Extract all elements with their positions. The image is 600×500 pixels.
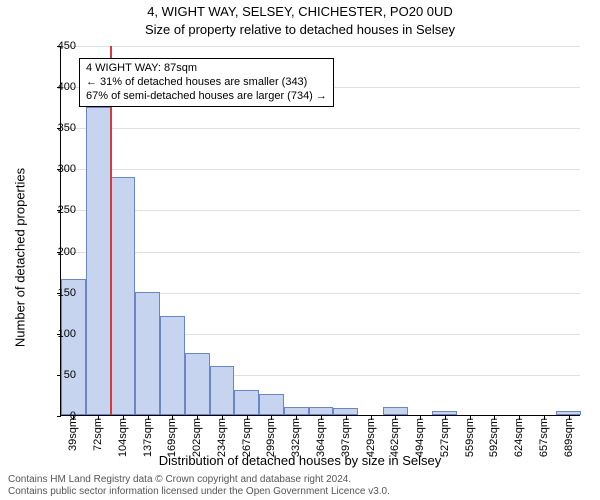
x-tick: 527sqm xyxy=(439,418,451,457)
x-tick: 624sqm xyxy=(513,418,525,457)
plot-area: 4 WIGHT WAY: 87sqm ← 31% of detached hou… xyxy=(60,46,580,416)
y-tick: 350 xyxy=(40,122,76,134)
x-tick: 364sqm xyxy=(315,418,327,457)
bar xyxy=(61,279,86,415)
x-tick: 299sqm xyxy=(265,418,277,457)
bar xyxy=(383,407,408,415)
y-tick: 300 xyxy=(40,163,76,175)
footer-line-2: Contains public sector information licen… xyxy=(8,486,592,498)
y-tick: 100 xyxy=(40,328,76,340)
y-tick: 450 xyxy=(40,40,76,52)
y-axis-label: Number of detached properties xyxy=(13,88,28,428)
bar xyxy=(259,394,284,415)
x-tick: 169sqm xyxy=(166,418,178,457)
annotation-box: 4 WIGHT WAY: 87sqm ← 31% of detached hou… xyxy=(79,58,334,107)
bar xyxy=(309,407,334,415)
bar xyxy=(135,292,160,415)
bar xyxy=(556,411,581,415)
x-tick: 689sqm xyxy=(563,418,575,457)
x-tick: 559sqm xyxy=(464,418,476,457)
footer-line-1: Contains HM Land Registry data © Crown c… xyxy=(8,474,592,486)
bar xyxy=(160,316,185,415)
y-tick: 250 xyxy=(40,204,76,216)
x-tick: 137sqm xyxy=(142,418,154,457)
y-tick: 200 xyxy=(40,246,76,258)
title-line-1: 4, WIGHT WAY, SELSEY, CHICHESTER, PO20 0… xyxy=(0,4,600,19)
bar xyxy=(86,107,111,415)
x-tick: 202sqm xyxy=(191,418,203,457)
x-tick: 462sqm xyxy=(389,418,401,457)
y-tick: 50 xyxy=(40,369,76,381)
x-tick: 72sqm xyxy=(92,418,104,451)
bar xyxy=(432,411,457,415)
annotation-line-2: ← 31% of detached houses are smaller (34… xyxy=(86,76,327,90)
bar xyxy=(185,353,210,415)
x-tick: 397sqm xyxy=(340,418,352,457)
x-tick: 234sqm xyxy=(216,418,228,457)
title-line-2: Size of property relative to detached ho… xyxy=(0,22,600,37)
bar xyxy=(234,390,259,415)
x-tick: 592sqm xyxy=(488,418,500,457)
x-tick: 494sqm xyxy=(414,418,426,457)
y-tick: 400 xyxy=(40,81,76,93)
footer-credits: Contains HM Land Registry data © Crown c… xyxy=(8,474,592,498)
x-tick: 657sqm xyxy=(538,418,550,457)
y-tick: 0 xyxy=(40,410,76,422)
x-tick: 39sqm xyxy=(67,418,79,451)
x-tick: 104sqm xyxy=(117,418,129,457)
bar xyxy=(111,177,136,415)
y-tick: 150 xyxy=(40,287,76,299)
x-tick: 267sqm xyxy=(241,418,253,457)
x-tick: 429sqm xyxy=(365,418,377,457)
annotation-line-1: 4 WIGHT WAY: 87sqm xyxy=(86,62,327,76)
x-tick: 332sqm xyxy=(290,418,302,457)
bar xyxy=(333,408,358,415)
bar xyxy=(210,366,235,415)
x-axis-label: Distribution of detached houses by size … xyxy=(0,453,600,468)
bar xyxy=(284,407,309,415)
chart-container: 4, WIGHT WAY, SELSEY, CHICHESTER, PO20 0… xyxy=(0,0,600,500)
annotation-line-3: 67% of semi-detached houses are larger (… xyxy=(86,90,327,104)
